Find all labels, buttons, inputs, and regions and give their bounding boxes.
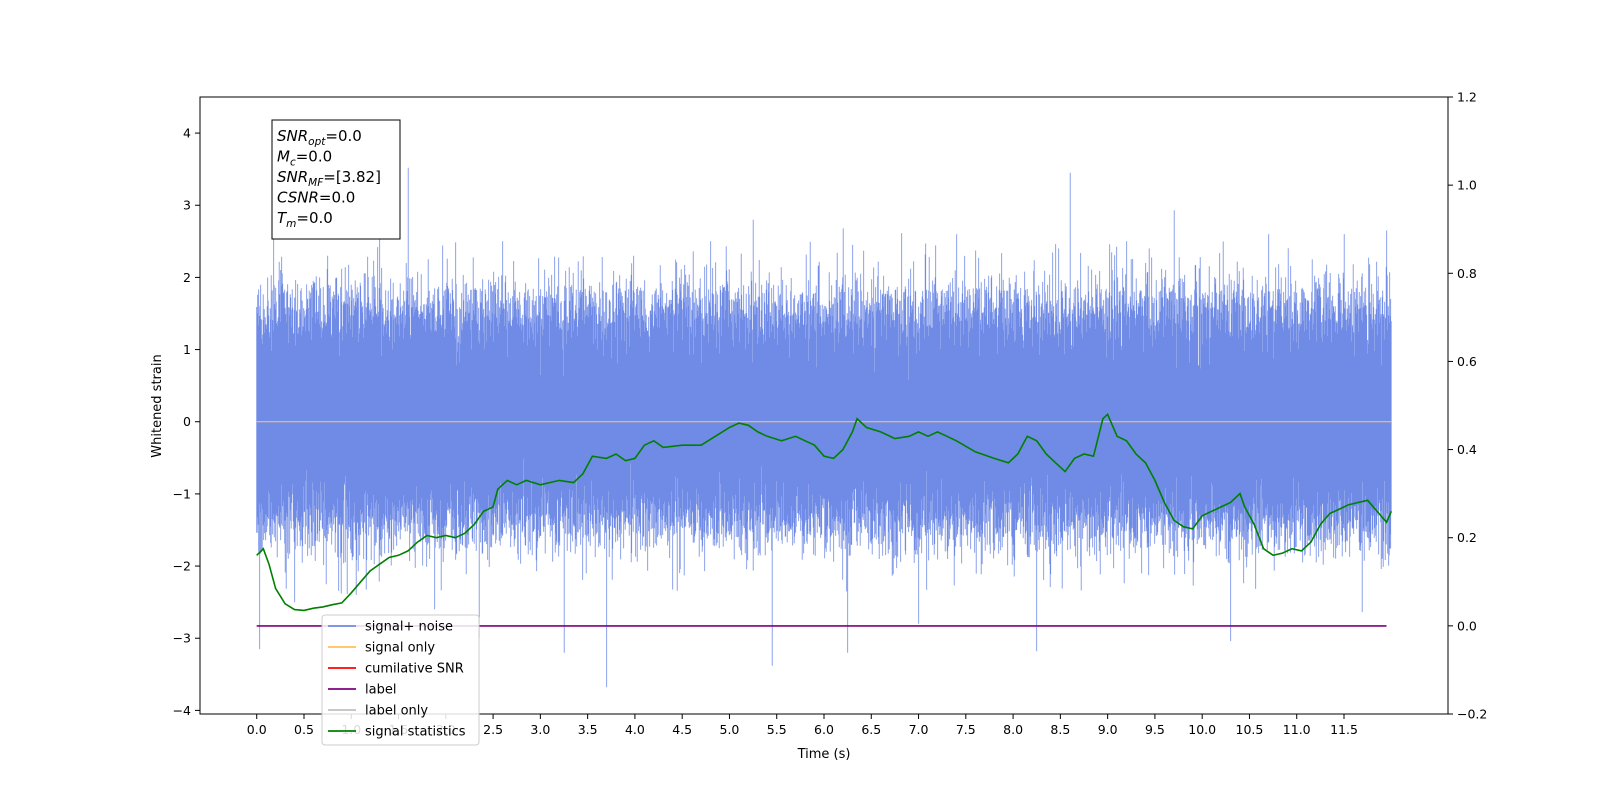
annotation-line: SNRMF=[3.82] (277, 168, 381, 189)
y-tick-label: −4 (173, 703, 191, 718)
x-tick-label: 8.0 (1003, 722, 1023, 737)
x-tick-label: 3.0 (530, 722, 550, 737)
x-tick-label: 9.0 (1098, 722, 1118, 737)
annotation-subscript: m (286, 218, 296, 230)
y-right-tick-label: 1.2 (1457, 90, 1477, 105)
y-axis-label: Whitened strain (150, 354, 165, 457)
x-tick-label: 6.0 (814, 722, 834, 737)
legend-label: cumilative SNR (365, 662, 464, 677)
legend-label: signal statistics (365, 725, 466, 740)
y-right-tick-label: 0.0 (1457, 618, 1477, 633)
x-tick-label: 4.0 (625, 722, 645, 737)
x-tick-label: 5.0 (720, 722, 740, 737)
annotation-value: =0.0 (296, 209, 332, 227)
x-tick-label: 10.5 (1236, 722, 1264, 737)
legend-frame (321, 614, 480, 746)
x-tick-label: 7.5 (956, 722, 976, 737)
legend-entry: cumilative SNR (328, 662, 464, 677)
y-tick-label: 3 (183, 198, 191, 213)
annotation-value: =0.0 (325, 127, 361, 145)
legend-label: signal only (365, 641, 435, 656)
y-right-tick-label: 0.2 (1457, 530, 1477, 545)
y-tick-label: 1 (183, 342, 191, 357)
x-tick-label: 8.5 (1050, 722, 1070, 737)
annotation-symbol: T (277, 209, 288, 227)
annotation-symbol: SNR (277, 168, 308, 186)
annotation-subscript: c (290, 157, 296, 169)
annotation-value: =0.0 (319, 189, 355, 207)
annotation-line: Tm=0.0 (277, 209, 333, 230)
y-right-tick-label: −0.2 (1457, 707, 1487, 722)
y-tick-label: −1 (173, 486, 191, 501)
x-tick-label: 7.0 (909, 722, 929, 737)
y-tick-label: 2 (183, 270, 191, 285)
x-axis-label: Time (s) (797, 747, 851, 762)
y-right-tick-label: 0.8 (1457, 266, 1477, 281)
y-tick-label: 0 (183, 414, 191, 429)
annotation-value: =0.0 (296, 148, 332, 166)
annotation-frame (271, 119, 401, 240)
x-tick-label: 0.5 (294, 722, 314, 737)
y-right-tick-label: 1.0 (1457, 178, 1477, 193)
annotation-line: SNRopt=0.0 (277, 127, 362, 148)
annotation-box: SNRopt=0.0Mc=0.0SNRMF=[3.82]CSNR=0.0Tm=0… (271, 119, 401, 240)
y-tick-label: −3 (173, 631, 191, 646)
x-tick-label: 5.5 (767, 722, 787, 737)
annotation-symbol: CSNR (277, 189, 319, 207)
annotation-value: =[3.82] (323, 168, 381, 186)
x-tick-label: 9.5 (1145, 722, 1165, 737)
x-tick-label: 10.0 (1188, 722, 1216, 737)
annotation-line: Mc=0.0 (277, 148, 332, 169)
legend-entry: signal+ noise (328, 620, 453, 635)
y-tick-label: −2 (173, 559, 191, 574)
x-tick-label: 11.0 (1283, 722, 1311, 737)
legend: signal+ noise signal only cumilative SNR la… (321, 614, 480, 746)
legend-label: signal+ noise (365, 620, 453, 635)
x-tick-label: 0.0 (247, 722, 267, 737)
x-tick-label: 4.5 (672, 722, 692, 737)
y-right-tick-label: 0.6 (1457, 354, 1477, 369)
legend-label: label only (365, 704, 428, 719)
x-tick-label: 11.5 (1330, 722, 1358, 737)
x-tick-label: 3.5 (578, 722, 598, 737)
annotation-symbol: M (277, 148, 290, 166)
signal-statistics-line (256, 412, 1393, 612)
y-right-tick-label: 0.4 (1457, 442, 1477, 457)
annotation-subscript: opt (308, 136, 326, 148)
annotation-symbol: SNR (277, 127, 308, 145)
legend-entry: signal statistics (328, 725, 466, 740)
y-tick-label: 4 (183, 126, 191, 141)
annotation-line: CSNR=0.0 (277, 189, 355, 207)
annotation-subscript: MF (308, 177, 324, 189)
y-axis-right: 1.2 1.0 0.8 0.6 0.4 0.2 0.0 −0.2 (1448, 90, 1487, 722)
y-axis-left: 4 3 2 1 0 −1 −2 −3 −4 (173, 126, 200, 718)
legend-entry: label only (328, 704, 428, 719)
legend-entry: label (328, 683, 396, 698)
x-tick-label: 2.5 (483, 722, 503, 737)
x-tick-label: 6.5 (861, 722, 881, 737)
legend-entry: signal only (328, 641, 435, 656)
legend-label: label (365, 683, 396, 698)
plot-area (199, 96, 1449, 715)
